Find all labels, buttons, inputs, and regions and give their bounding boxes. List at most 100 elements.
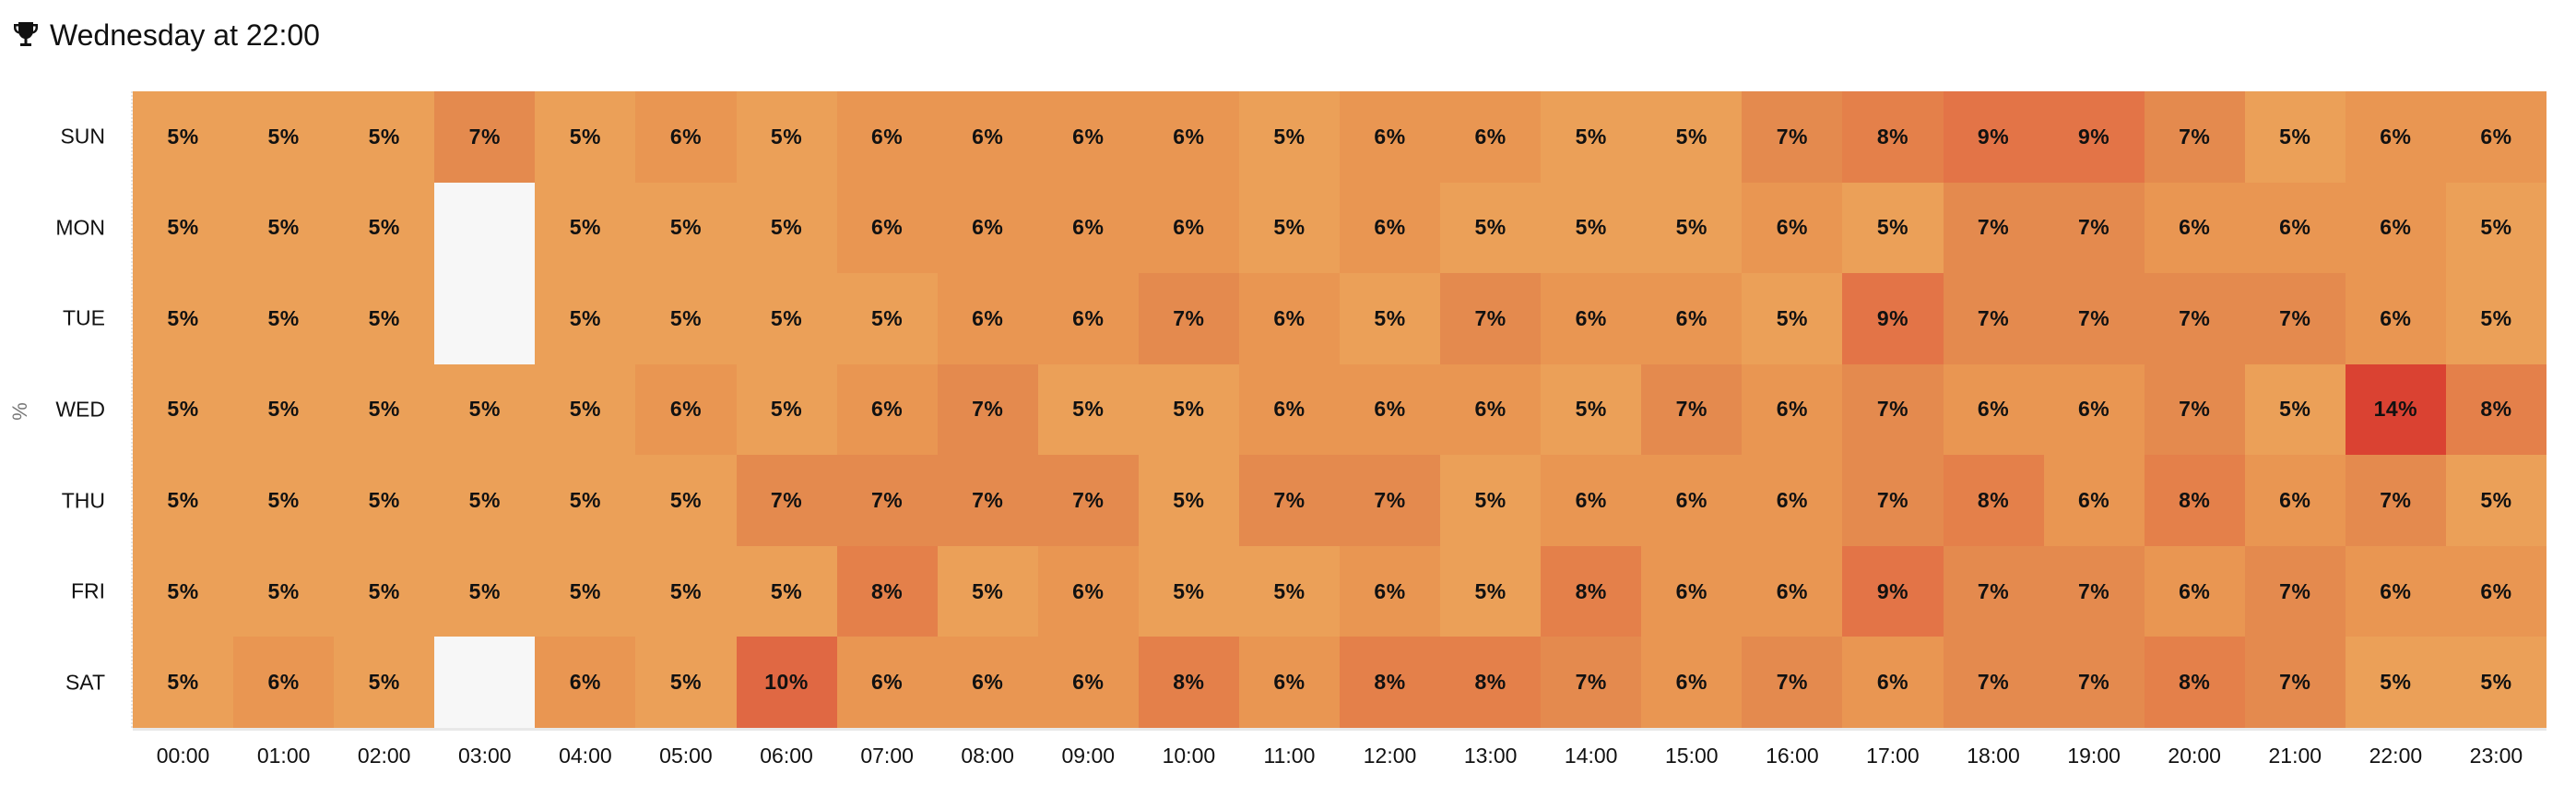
heatmap-cell[interactable]: 6% <box>1340 363 1441 456</box>
heatmap-cell[interactable]: 6% <box>1541 455 1642 546</box>
heatmap-cell[interactable]: 6% <box>2445 91 2546 183</box>
heatmap-cell[interactable]: 5% <box>233 91 335 183</box>
heatmap-cell[interactable]: 7% <box>937 455 1038 546</box>
heatmap-cell[interactable]: 7% <box>2043 182 2145 274</box>
heatmap-cell[interactable]: 6% <box>1037 637 1139 728</box>
heatmap-cell[interactable]: 8% <box>2144 455 2245 546</box>
heatmap-cell[interactable]: 5% <box>535 545 636 637</box>
heatmap-cell[interactable]: 5% <box>535 363 636 456</box>
heatmap-cell[interactable]: 5% <box>937 545 1038 637</box>
heatmap-cell[interactable]: 8% <box>1541 545 1642 637</box>
heatmap-cell[interactable]: 6% <box>1340 182 1441 274</box>
heatmap-cell[interactable]: 6% <box>1440 363 1542 456</box>
heatmap-cell[interactable]: 7% <box>836 455 938 546</box>
heatmap-cell[interactable]: 5% <box>1842 182 1944 274</box>
heatmap-cell[interactable]: 6% <box>635 91 737 183</box>
heatmap-cell[interactable]: 6% <box>2043 455 2145 546</box>
heatmap-cell[interactable]: 6% <box>836 363 938 456</box>
heatmap-cell[interactable]: 6% <box>1340 545 1441 637</box>
heatmap-cell[interactable]: 5% <box>635 273 737 364</box>
heatmap-cell[interactable]: 7% <box>2144 273 2245 364</box>
heatmap-cell[interactable]: 7% <box>1238 455 1340 546</box>
heatmap-cell[interactable]: 5% <box>334 91 435 183</box>
heatmap-cell[interactable]: 6% <box>1138 91 1239 183</box>
heatmap-cell[interactable]: 8% <box>1340 637 1441 728</box>
heatmap-cell[interactable]: 5% <box>133 182 234 274</box>
heatmap-cell[interactable]: 5% <box>1541 363 1642 456</box>
heatmap-cell[interactable]: 7% <box>2144 363 2245 456</box>
heatmap-cell[interactable]: 6% <box>1238 363 1340 456</box>
heatmap-cell[interactable]: 5% <box>1138 363 1239 456</box>
heatmap-cell[interactable]: 7% <box>2043 637 2145 728</box>
heatmap-cell[interactable]: 5% <box>736 363 837 456</box>
heatmap-cell[interactable]: 7% <box>2244 637 2346 728</box>
heatmap-cell[interactable]: 5% <box>2244 91 2346 183</box>
heatmap-cell[interactable]: 7% <box>1440 273 1542 364</box>
heatmap-cell[interactable]: 5% <box>1138 545 1239 637</box>
heatmap-cell[interactable]: 7% <box>2043 545 2145 637</box>
heatmap-cell[interactable]: 6% <box>1641 637 1743 728</box>
heatmap-cell[interactable]: 5% <box>434 545 536 637</box>
heatmap-cell[interactable]: 7% <box>1037 455 1139 546</box>
heatmap-cell[interactable]: 6% <box>836 182 938 274</box>
heatmap-cell[interactable]: 6% <box>1340 91 1441 183</box>
heatmap-cell[interactable]: 7% <box>1541 637 1642 728</box>
heatmap-cell[interactable]: 8% <box>836 545 938 637</box>
heatmap-cell[interactable]: 7% <box>1340 455 1441 546</box>
heatmap-cell[interactable]: 6% <box>2144 182 2245 274</box>
heatmap-cell[interactable]: 5% <box>736 273 837 364</box>
heatmap-cell[interactable]: 5% <box>1641 91 1743 183</box>
heatmap-cell[interactable]: 9% <box>1842 545 1944 637</box>
heatmap-cell[interactable] <box>434 273 536 364</box>
heatmap-cell[interactable]: 5% <box>1238 91 1340 183</box>
heatmap-cell[interactable]: 5% <box>334 273 435 364</box>
heatmap-cell[interactable]: 8% <box>2445 363 2546 456</box>
heatmap-cell[interactable]: 6% <box>1037 273 1139 364</box>
heatmap-cell[interactable]: 5% <box>133 91 234 183</box>
heatmap-cell[interactable]: 5% <box>736 182 837 274</box>
heatmap-cell[interactable]: 5% <box>133 363 234 456</box>
heatmap-cell[interactable]: 6% <box>1641 273 1743 364</box>
heatmap-cell[interactable]: 7% <box>434 91 536 183</box>
heatmap-cell[interactable]: 8% <box>1440 637 1542 728</box>
heatmap-cell[interactable]: 6% <box>2345 182 2446 274</box>
heatmap-cell[interactable]: 6% <box>1238 273 1340 364</box>
heatmap-cell[interactable]: 6% <box>535 637 636 728</box>
heatmap-cell[interactable]: 7% <box>2345 455 2446 546</box>
heatmap-cell[interactable]: 5% <box>1037 363 1139 456</box>
heatmap-cell[interactable]: 6% <box>1037 182 1139 274</box>
heatmap-cell[interactable]: 14% <box>2345 363 2446 456</box>
heatmap-cell[interactable]: 6% <box>836 637 938 728</box>
heatmap-cell[interactable]: 5% <box>635 637 737 728</box>
heatmap-cell[interactable]: 6% <box>2144 545 2245 637</box>
heatmap-cell[interactable]: 6% <box>1943 363 2044 456</box>
heatmap-cell[interactable]: 5% <box>1742 273 1843 364</box>
heatmap-cell[interactable]: 6% <box>1742 455 1843 546</box>
heatmap-cell[interactable]: 5% <box>836 273 938 364</box>
heatmap-cell[interactable]: 6% <box>1037 91 1139 183</box>
heatmap-cell[interactable]: 6% <box>937 273 1038 364</box>
heatmap-cell[interactable]: 8% <box>1842 91 1944 183</box>
heatmap-cell[interactable]: 9% <box>1943 91 2044 183</box>
heatmap-cell[interactable]: 5% <box>434 363 536 456</box>
heatmap-cell[interactable]: 5% <box>535 273 636 364</box>
heatmap-cell[interactable]: 5% <box>1440 455 1542 546</box>
heatmap-cell[interactable]: 5% <box>1340 273 1441 364</box>
heatmap-cell[interactable]: 8% <box>1943 455 2044 546</box>
heatmap-cell[interactable]: 6% <box>2244 182 2346 274</box>
heatmap-cell[interactable]: 6% <box>1641 455 1743 546</box>
heatmap-cell[interactable]: 5% <box>133 455 234 546</box>
heatmap-cell[interactable]: 5% <box>233 363 335 456</box>
heatmap-cell[interactable]: 5% <box>2445 273 2546 364</box>
heatmap-cell[interactable]: 5% <box>2445 455 2546 546</box>
heatmap-cell[interactable]: 5% <box>1541 182 1642 274</box>
heatmap-cell[interactable]: 5% <box>434 455 536 546</box>
heatmap-cell[interactable]: 5% <box>2345 637 2446 728</box>
heatmap-cell[interactable]: 5% <box>535 455 636 546</box>
heatmap-cell[interactable]: 6% <box>2244 455 2346 546</box>
heatmap-cell[interactable]: 6% <box>1541 273 1642 364</box>
heatmap-cell[interactable]: 6% <box>1037 545 1139 637</box>
heatmap-cell[interactable]: 6% <box>1842 637 1944 728</box>
heatmap-cell[interactable]: 6% <box>1742 363 1843 456</box>
heatmap-cell[interactable]: 6% <box>1742 545 1843 637</box>
